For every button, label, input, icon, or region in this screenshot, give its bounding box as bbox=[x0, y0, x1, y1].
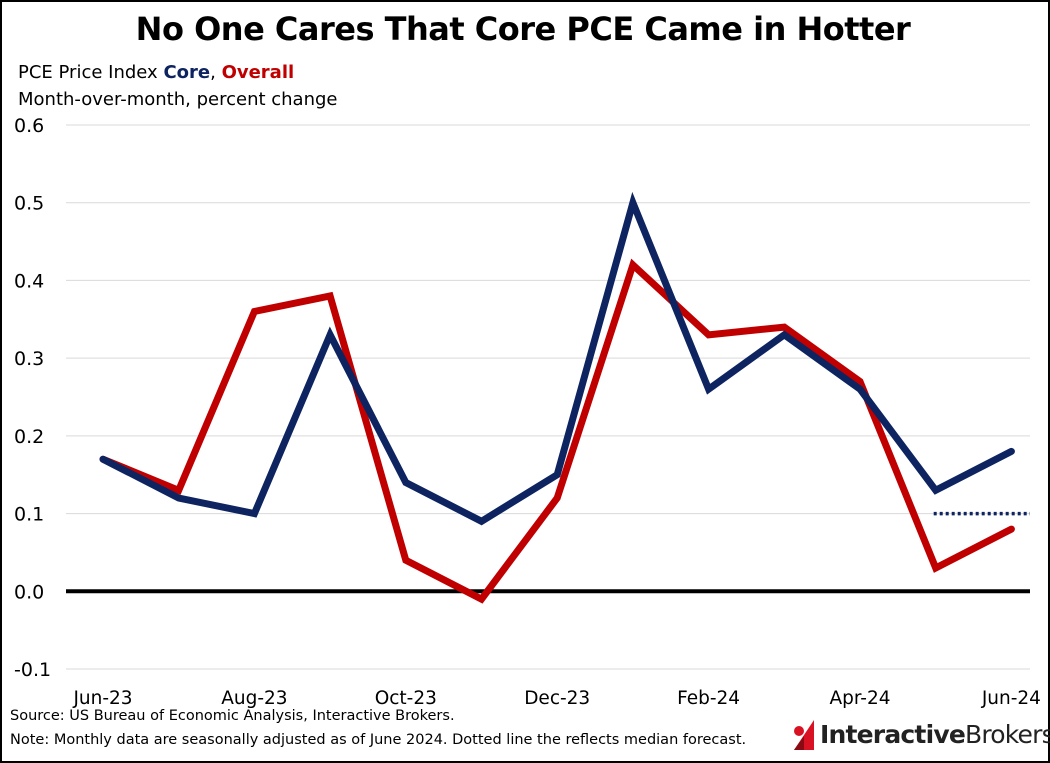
x-axis-ticks: Jun-23 Aug-23 Oct-23 Dec-23 Feb-24 Apr-24 Jun-… bbox=[72, 688, 1041, 709]
y-tick-label: 0.6 bbox=[14, 115, 44, 137]
x-tick-label: Dec-23 bbox=[524, 688, 590, 709]
y-tick-label: 0.3 bbox=[14, 348, 44, 370]
source-note: Source: US Bureau of Economic Analysis, … bbox=[10, 708, 455, 724]
x-tick-label: Jun-24 bbox=[981, 688, 1041, 709]
x-tick-label: Feb-24 bbox=[677, 688, 740, 709]
y-tick-label: 0.2 bbox=[14, 426, 44, 448]
ib-logo-icon bbox=[794, 720, 814, 750]
legend-overall-label: Overall bbox=[221, 62, 295, 83]
y-tick-label: 0.0 bbox=[14, 581, 44, 603]
y-tick-label: 0.5 bbox=[14, 193, 44, 215]
chart-title: No One Cares That Core PCE Came in Hotte… bbox=[135, 10, 911, 48]
y-tick-label: 0.1 bbox=[14, 504, 44, 526]
interactive-brokers-logo: InteractiveBrokers bbox=[790, 714, 1050, 754]
logo-wordmark: InteractiveBrokers bbox=[820, 720, 1050, 749]
series-core-line bbox=[99, 191, 1015, 526]
line-chart: 0.6 0.5 0.4 0.3 0.2 0.1 0.0 -0.1 Jun-23 Aug-23 Oc… bbox=[14, 115, 1041, 709]
y-axis-ticks: 0.6 0.5 0.4 0.3 0.2 0.1 0.0 -0.1 bbox=[14, 115, 51, 681]
y-tick-label: 0.4 bbox=[14, 270, 44, 292]
x-tick-label: Oct-23 bbox=[375, 688, 437, 709]
gridlines bbox=[66, 124, 1030, 670]
logo-wordmark-b: Brokers bbox=[965, 719, 1050, 749]
series-overall-line bbox=[99, 258, 1015, 604]
chart-subtitle-series: PCE Price Index Core, Overall bbox=[18, 62, 294, 83]
logo-wordmark-a: Interactive bbox=[820, 719, 966, 749]
subtitle-prefix: PCE Price Index bbox=[18, 62, 164, 83]
legend-core-label: Core bbox=[163, 62, 211, 83]
chart-subtitle-units: Month-over-month, percent change bbox=[18, 89, 338, 110]
series-lines bbox=[99, 191, 1030, 604]
methodology-note: Note: Monthly data are seasonally adjust… bbox=[10, 732, 747, 748]
x-tick-label: Jun-23 bbox=[72, 688, 132, 709]
x-tick-label: Apr-24 bbox=[829, 688, 890, 709]
subtitle-separator: , bbox=[210, 62, 222, 83]
y-tick-label: -0.1 bbox=[14, 659, 51, 681]
x-tick-label: Aug-23 bbox=[221, 688, 287, 709]
